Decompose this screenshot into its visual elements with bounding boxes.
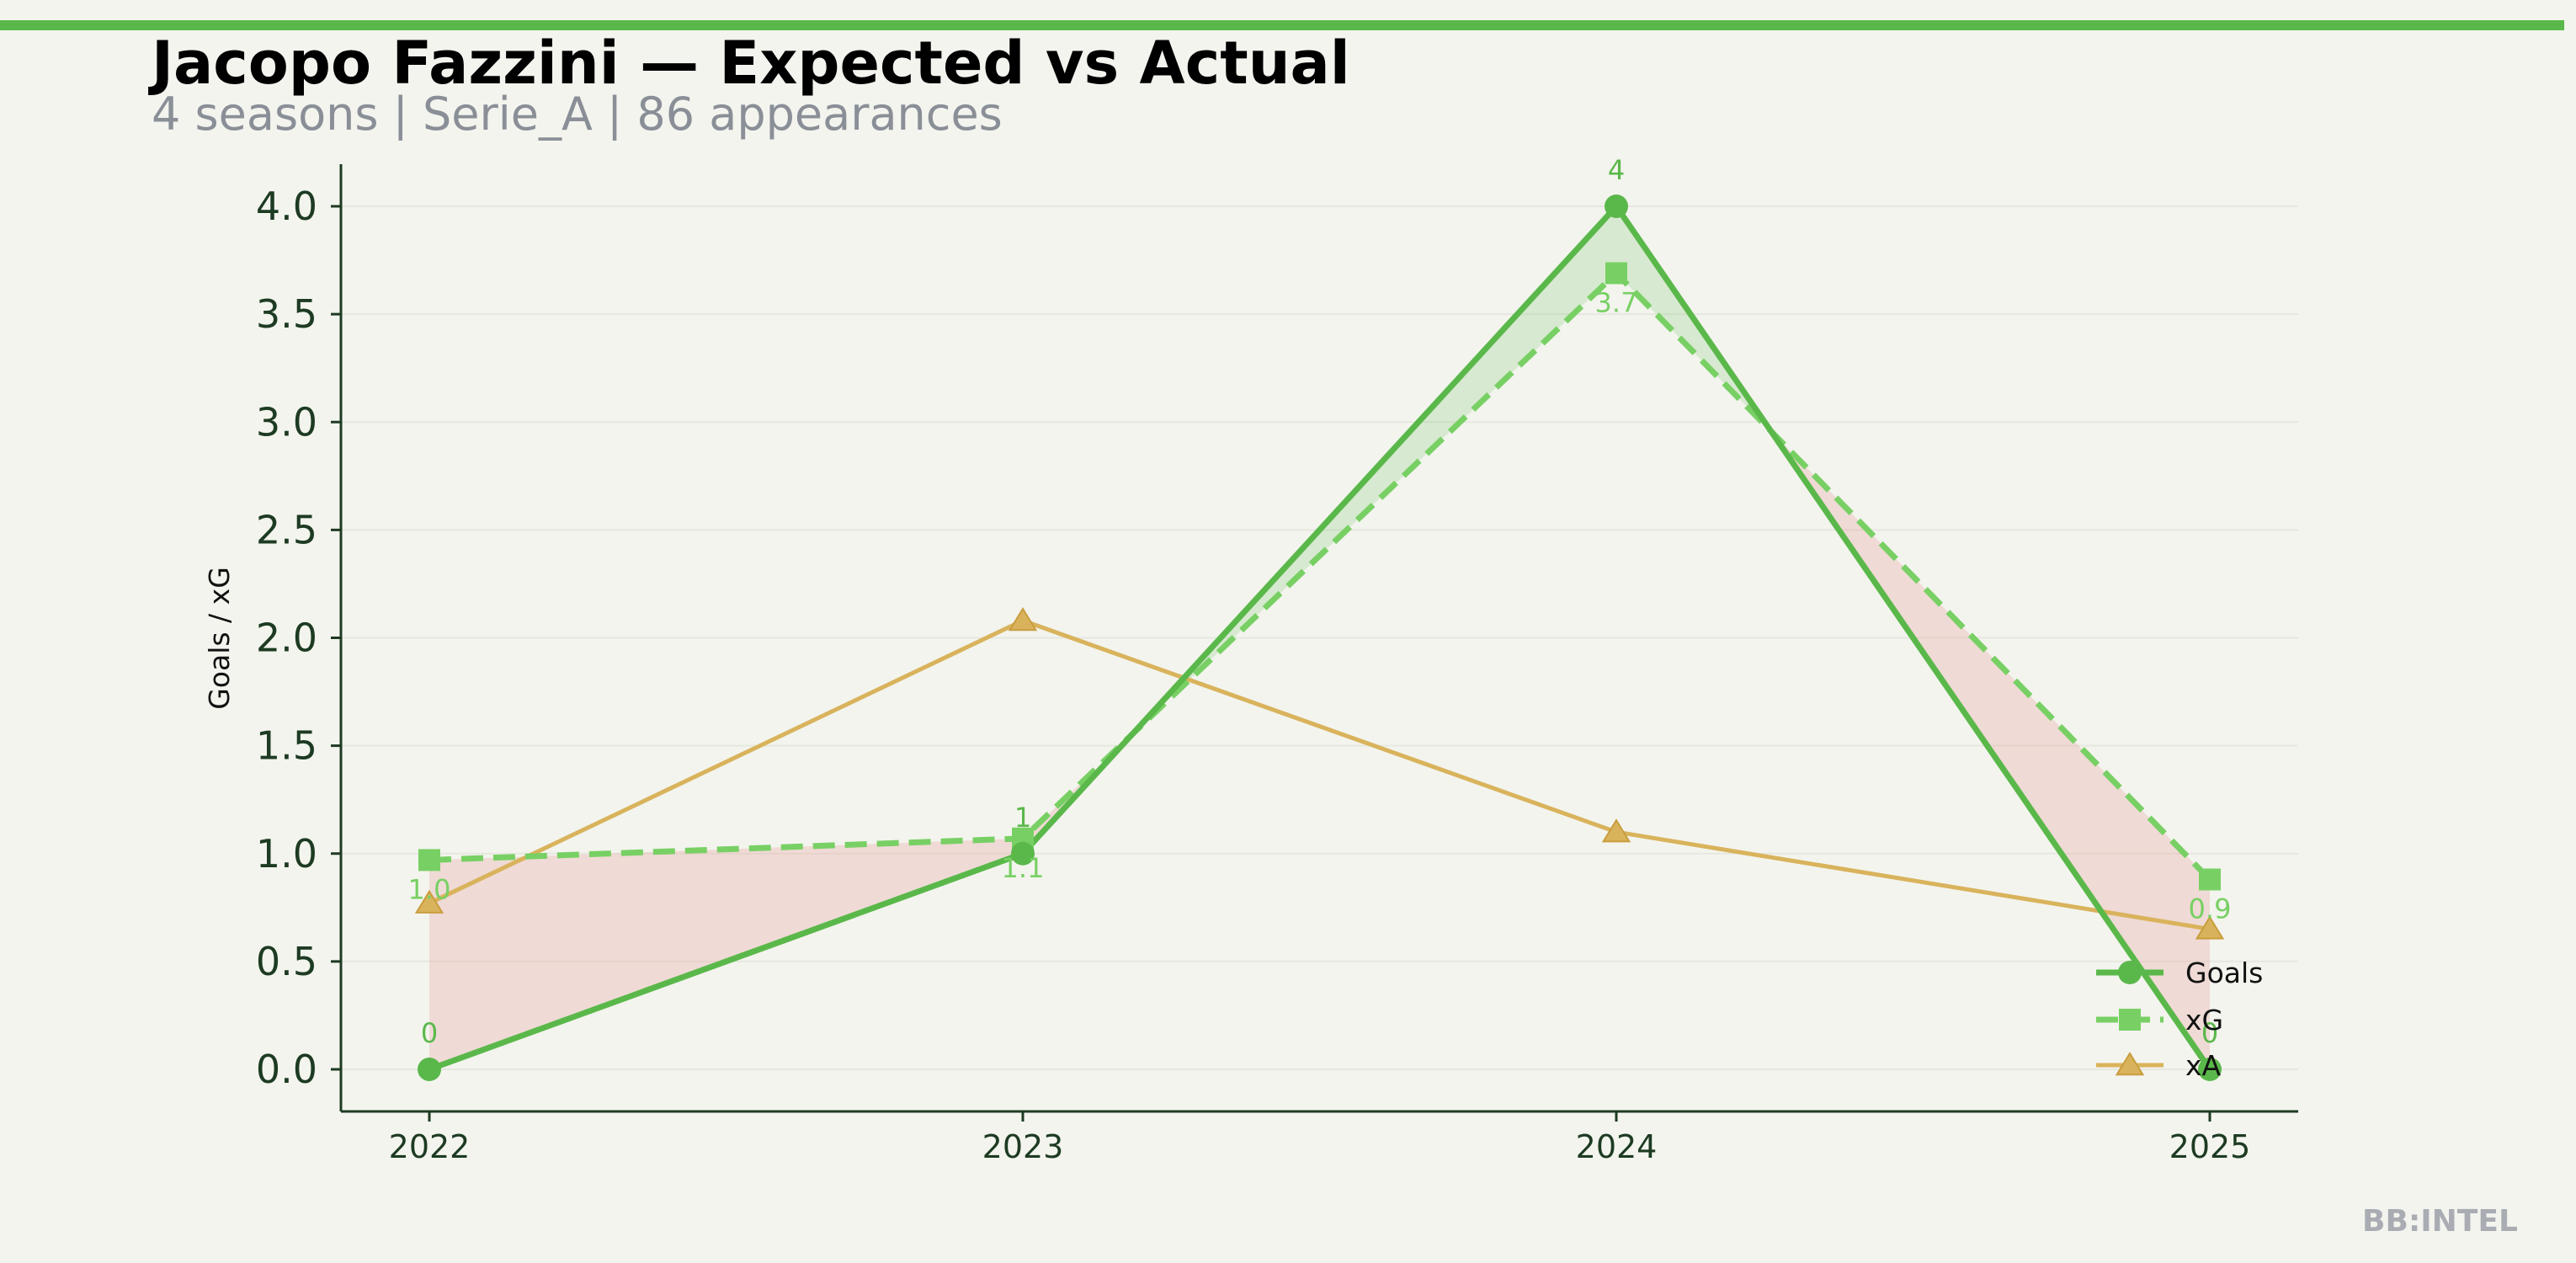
x-tick-label: 2024 bbox=[1576, 1128, 1658, 1165]
series-lines bbox=[428, 201, 2212, 1073]
y-tick-label: 0.0 bbox=[256, 1047, 317, 1092]
goals-data-label: 1 bbox=[1014, 802, 1031, 834]
legend-goals-marker bbox=[2118, 961, 2142, 984]
y-tick-label: 1.5 bbox=[256, 723, 317, 769]
xg-data-label: 1.0 bbox=[408, 873, 451, 905]
x-tick-label: 2022 bbox=[389, 1128, 471, 1165]
goals-data-label: 4 bbox=[1608, 154, 1625, 186]
xg-marker bbox=[2199, 868, 2221, 891]
xg-data-label: 1.1 bbox=[1002, 852, 1045, 884]
goals-marker bbox=[1605, 195, 1628, 218]
goals-marker bbox=[2198, 1058, 2222, 1081]
y-tick-label: 0.5 bbox=[256, 939, 317, 984]
goals-data-label: 0 bbox=[2201, 1017, 2218, 1049]
xa-marker bbox=[1008, 607, 1038, 632]
xa-marker bbox=[1601, 818, 1631, 843]
legend-xg-marker bbox=[2119, 1009, 2141, 1031]
watermark: BB:INTEL bbox=[2362, 1204, 2518, 1239]
legend-label: xA bbox=[2185, 1049, 2222, 1082]
y-tick-label: 4.0 bbox=[256, 184, 317, 229]
goals-marker bbox=[1011, 841, 1035, 866]
y-tick-label: 2.0 bbox=[256, 616, 317, 661]
data-labels: 0 1 4 0 1.0 1.1 3.7 0.9 bbox=[408, 154, 2232, 1049]
underperformance-fill bbox=[429, 838, 1023, 1069]
xg-marker bbox=[418, 849, 440, 871]
xa-marker bbox=[2195, 915, 2225, 940]
xa-marker bbox=[414, 889, 444, 914]
y-tick-label: 1.0 bbox=[256, 831, 317, 877]
goals-marker bbox=[418, 1058, 441, 1081]
y-axis-label: Goals / xG bbox=[203, 567, 236, 710]
accent-bar bbox=[0, 20, 2564, 30]
y-tick-label: 3.5 bbox=[256, 291, 317, 337]
xg-data-label: 0.9 bbox=[2189, 893, 2232, 925]
legend: Goals xG xA bbox=[2096, 957, 2263, 1082]
xg-marker bbox=[1605, 262, 1627, 285]
legend-xa-marker bbox=[2115, 1052, 2145, 1076]
x-tick-label: 2025 bbox=[2169, 1128, 2251, 1165]
xa-line bbox=[428, 618, 2211, 931]
x-tick-label: 2023 bbox=[982, 1128, 1064, 1165]
legend-label: xG bbox=[2185, 1004, 2223, 1037]
goals-data-label: 0 bbox=[421, 1017, 438, 1049]
y-tick-label: 2.5 bbox=[256, 507, 317, 552]
axes: 0.0 0.5 1.0 1.5 2.0 2.5 3.0 3.5 4.0 2022 2023 2024 2… bbox=[203, 164, 2298, 1165]
legend-label: Goals bbox=[2185, 957, 2263, 989]
series-markers bbox=[414, 195, 2225, 1081]
chart-subtitle: 4 seasons | Serie_A | 86 appearances bbox=[152, 88, 1003, 141]
chart-title: Jacopo Fazzini — Expected vs Actual bbox=[152, 29, 1350, 98]
y-tick-label: 3.0 bbox=[256, 399, 317, 445]
xg-data-label: 3.7 bbox=[1595, 286, 1638, 318]
goals-line bbox=[428, 201, 2212, 1073]
xg-line bbox=[428, 269, 2212, 882]
